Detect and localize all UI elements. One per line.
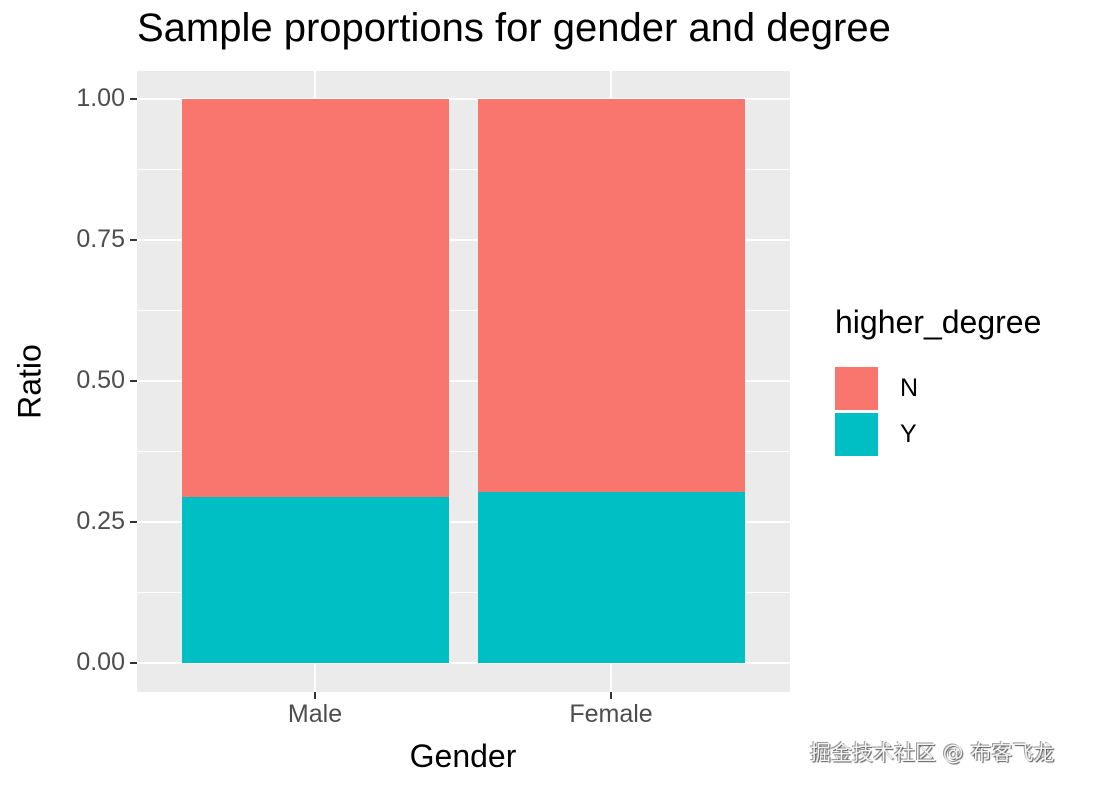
y-tick-label: 0.25 [76, 507, 125, 535]
y-tick-mark [130, 662, 137, 664]
y-tick-mark [130, 380, 137, 382]
bar-female-y [478, 492, 745, 663]
major-gridline [137, 239, 790, 241]
y-tick-mark [130, 98, 137, 100]
major-gridline [137, 662, 790, 664]
x-tick-label-male: Male [287, 700, 343, 728]
y-tick-label: 1.00 [76, 84, 125, 112]
legend-key-n [835, 367, 878, 410]
minor-gridline [137, 451, 790, 452]
chart-title: Sample proportions for gender and degree [137, 6, 891, 50]
bar-male-y [182, 497, 449, 663]
x-tick-mark [610, 692, 612, 699]
minor-gridline [137, 169, 790, 170]
x-tick-mark [314, 692, 316, 699]
minor-gridline [137, 592, 790, 593]
x-tick-label-female: Female [569, 700, 653, 728]
legend-label-n: N [900, 374, 919, 402]
minor-gridline [137, 310, 790, 311]
plot-panel [137, 71, 790, 692]
watermark: 掘金技术社区 @ 布客飞龙 [810, 741, 1055, 765]
y-tick-label: 0.50 [76, 366, 125, 394]
legend-label-y: Y [900, 420, 917, 448]
y-tick-mark [130, 239, 137, 241]
y-tick-mark [130, 521, 137, 523]
bar-male-n [182, 99, 449, 497]
y-tick-label: 0.00 [76, 648, 125, 676]
major-gridline [137, 521, 790, 523]
legend-title: higher_degree [835, 304, 1042, 340]
major-gridline [137, 380, 790, 382]
x-axis-label: Gender [409, 738, 517, 774]
y-tick-label: 0.75 [76, 225, 125, 253]
legend-key-y [835, 413, 878, 456]
bar-female-n [478, 99, 745, 492]
major-gridline [137, 98, 790, 100]
